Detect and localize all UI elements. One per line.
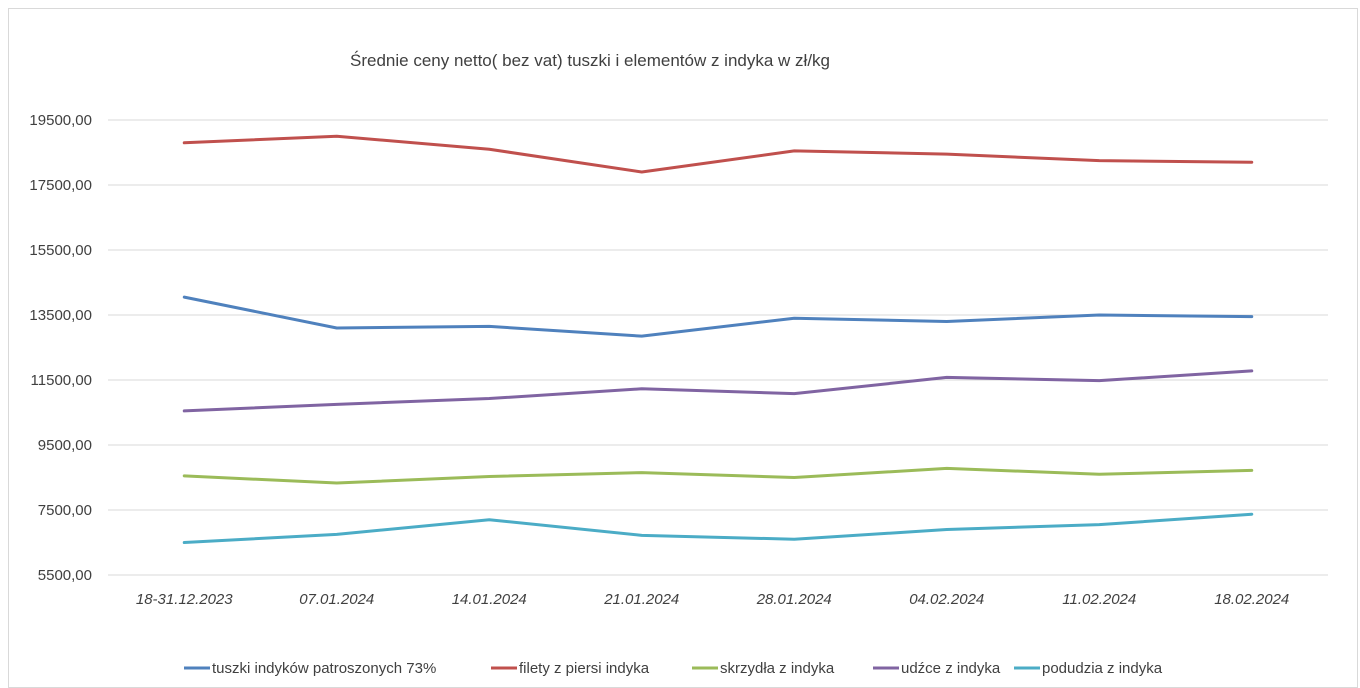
y-tick-label: 13500,00	[29, 307, 92, 324]
series-line	[182, 134, 1254, 174]
legend-item: tuszki indyków patroszonych 73%	[184, 660, 436, 677]
legend-label: filety z piersi indyka	[519, 660, 650, 677]
legend-item: podudzia z indyka	[1014, 660, 1163, 677]
gridlines	[108, 119, 1328, 576]
y-tick-label: 5500,00	[38, 567, 92, 584]
legend-item: skrzydła z indyka	[692, 660, 835, 677]
x-tick-label: 18-31.12.2023	[136, 591, 233, 608]
y-tick-label: 11500,00	[31, 372, 92, 389]
series-line	[182, 512, 1254, 544]
x-axis-ticks: 18-31.12.2023 07.01.2024 14.01.2024 21.01.2…	[136, 591, 1289, 608]
legend-label: tuszki indyków patroszonych 73%	[212, 660, 436, 677]
legend: tuszki indyków patroszonych 73% filety z …	[184, 660, 1163, 677]
x-tick-label: 28.01.2024	[756, 591, 832, 608]
series-line	[182, 295, 1254, 338]
legend-item: filety z piersi indyka	[491, 660, 650, 677]
legend-item: udźce z indyka	[873, 660, 1001, 677]
x-tick-label: 07.01.2024	[299, 591, 374, 608]
y-tick-label: 15500,00	[29, 242, 92, 259]
chart-title: Średnie ceny netto( bez vat) tuszki i el…	[350, 51, 830, 70]
legend-label: podudzia z indyka	[1042, 660, 1163, 677]
series-lines	[182, 134, 1254, 544]
legend-label: udźce z indyka	[901, 660, 1001, 677]
y-tick-label: 19500,00	[29, 112, 92, 129]
x-tick-label: 18.02.2024	[1214, 591, 1289, 608]
y-tick-label: 7500,00	[38, 502, 92, 519]
legend-label: skrzydła z indyka	[720, 660, 835, 677]
x-tick-label: 21.01.2024	[603, 591, 679, 608]
y-axis-ticks: 5500,00 7500,00 9500,00 11500,00 13500,00 155…	[29, 112, 92, 584]
series-line	[182, 466, 1254, 485]
series-line	[182, 369, 1254, 413]
x-tick-label: 11.02.2024	[1062, 591, 1136, 608]
x-tick-label: 14.01.2024	[452, 591, 527, 608]
x-tick-label: 04.02.2024	[909, 591, 984, 608]
y-tick-label: 9500,00	[38, 437, 92, 454]
y-tick-label: 17500,00	[29, 177, 92, 194]
